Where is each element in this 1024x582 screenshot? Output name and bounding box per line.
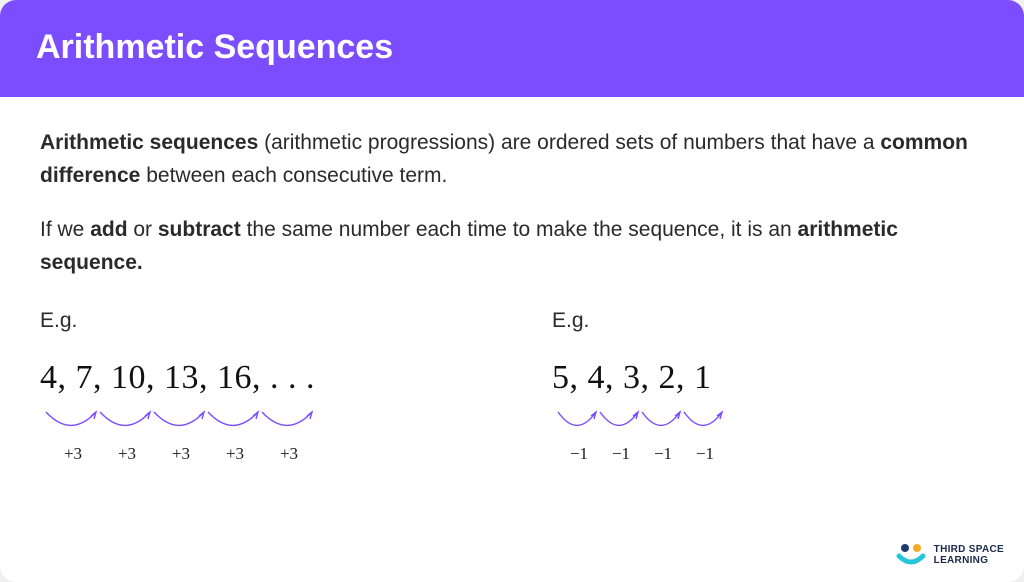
arcs-row-1 (44, 406, 472, 439)
diffs-row-1: +3+3+3+3+3 (46, 441, 472, 467)
difference-label: −1 (558, 441, 600, 467)
jump-arc (556, 406, 598, 439)
eg-label-1: E.g. (40, 305, 472, 338)
rule-text-2: or (128, 218, 158, 241)
jump-arc (152, 406, 206, 439)
difference-label: −1 (684, 441, 726, 467)
difference-label: −1 (642, 441, 684, 467)
difference-label: +3 (208, 441, 262, 467)
jump-arc (682, 406, 724, 439)
arcs-row-2 (556, 406, 984, 439)
examples-row: E.g. 4, 7, 10, 13, 16, . . . +3+3+3+3+3 … (40, 305, 984, 467)
brand-logo: THIRD SPACE LEARNING (896, 542, 1004, 568)
def-text-1: (arithmetic progressions) are ordered se… (258, 131, 880, 154)
diffs-row-2: −1−1−1−1 (558, 441, 984, 467)
def-text-2: between each consecutive term. (140, 164, 447, 187)
sequence-1: 4, 7, 10, 13, 16, . . . (40, 352, 472, 405)
jump-arc (98, 406, 152, 439)
page-title: Arithmetic Sequences (36, 28, 988, 67)
header-bar: Arithmetic Sequences (0, 0, 1024, 97)
jump-arc (260, 406, 314, 439)
difference-label: +3 (100, 441, 154, 467)
brand-line2: LEARNING (934, 555, 1004, 567)
add-bold: add (90, 218, 127, 241)
jump-arc (206, 406, 260, 439)
brand-text: THIRD SPACE LEARNING (934, 544, 1004, 567)
subtract-bold: subtract (158, 218, 241, 241)
brand-icon (896, 542, 926, 568)
sequence-2: 5, 4, 3, 2, 1 (552, 352, 984, 405)
brand-line1: THIRD SPACE (934, 544, 1004, 556)
example-2: E.g. 5, 4, 3, 2, 1 −1−1−1−1 (552, 305, 984, 467)
rule-text-3: the same number each time to make the se… (241, 218, 798, 241)
jump-arc (598, 406, 640, 439)
term-bold: Arithmetic sequences (40, 131, 258, 154)
jump-arc (640, 406, 682, 439)
rule-paragraph: If we add or subtract the same number ea… (40, 214, 984, 279)
difference-label: −1 (600, 441, 642, 467)
example-1: E.g. 4, 7, 10, 13, 16, . . . +3+3+3+3+3 (40, 305, 472, 467)
definition-paragraph: Arithmetic sequences (arithmetic progres… (40, 127, 984, 192)
lesson-card: Arithmetic Sequences Arithmetic sequence… (0, 0, 1024, 582)
difference-label: +3 (46, 441, 100, 467)
jump-arc (44, 406, 98, 439)
difference-label: +3 (262, 441, 316, 467)
difference-label: +3 (154, 441, 208, 467)
rule-text-1: If we (40, 218, 90, 241)
content-area: Arithmetic sequences (arithmetic progres… (0, 97, 1024, 487)
eg-label-2: E.g. (552, 305, 984, 338)
